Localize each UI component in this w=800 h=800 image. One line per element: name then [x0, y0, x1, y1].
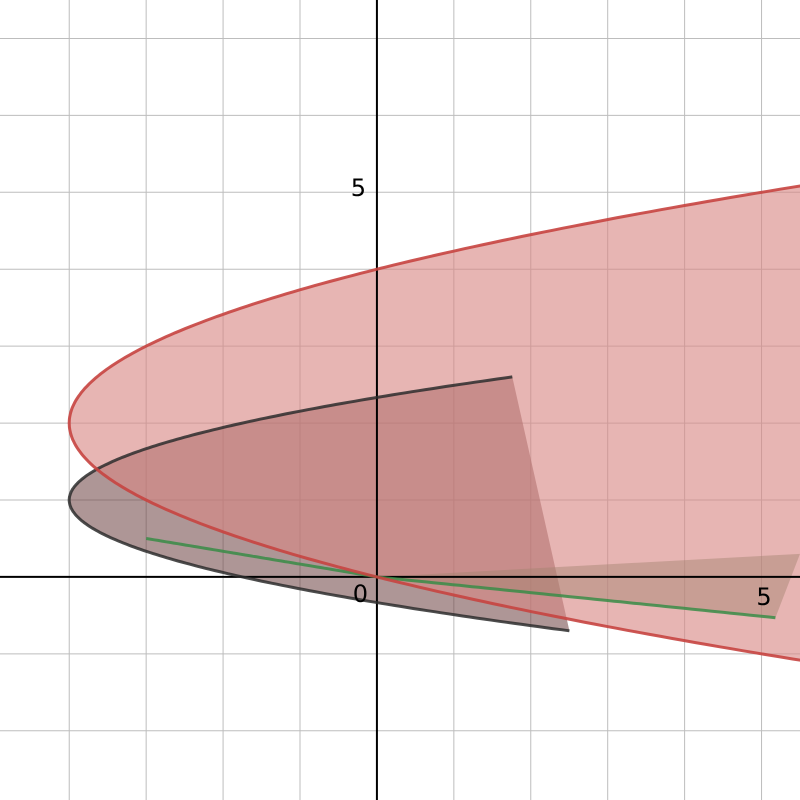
tick-labels: 5 5 0	[351, 174, 772, 611]
y-tick-label-5: 5	[351, 174, 366, 202]
region-fills	[69, 185, 800, 661]
red-curve	[67, 184, 800, 662]
green-curve	[145, 537, 776, 620]
origin-label: 0	[353, 580, 368, 608]
x-tick-label-5: 5	[756, 583, 771, 611]
black-curve	[67, 375, 570, 633]
curves	[67, 184, 800, 662]
